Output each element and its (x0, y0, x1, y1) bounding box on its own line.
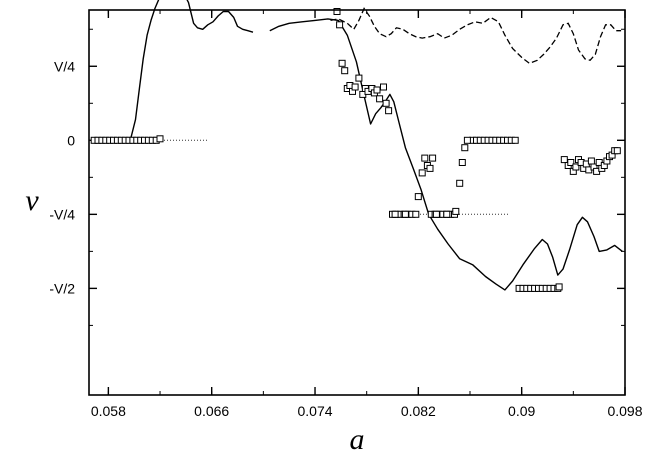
marker-point (351, 83, 359, 91)
marker-point (336, 21, 344, 29)
marker-point (587, 157, 595, 165)
marker-point (432, 210, 440, 218)
x-axis-title: a (350, 423, 365, 456)
x-tick-label: 0.074 (298, 403, 333, 419)
marker-point (385, 107, 393, 115)
marker-point (391, 210, 399, 218)
marker-point (341, 67, 349, 75)
marker-point (560, 156, 568, 164)
marker-point (443, 210, 451, 218)
marker-point (338, 59, 346, 67)
series-dashed-segment-0 (330, 7, 622, 65)
marker-point (380, 83, 387, 91)
labels-layer: 0.0580.0660.0740.0820.090.098V/2V/40-V/4… (49, 0, 642, 419)
marker-point (355, 74, 363, 82)
marker-point (418, 169, 426, 177)
marker-run-2 (412, 210, 420, 218)
ticks-layer (89, 10, 626, 395)
y-tick-label: V/4 (54, 58, 75, 74)
series-solid-segment-0 (129, 0, 254, 141)
marker-point (461, 144, 469, 152)
marker-point (429, 154, 437, 162)
y-tick-label: -V/2 (49, 280, 75, 296)
marker-point (373, 86, 381, 94)
marker-point (452, 207, 460, 215)
marker-point (421, 154, 429, 162)
x-tick-label: 0.09 (508, 403, 535, 419)
x-tick-label: 0.058 (91, 403, 126, 419)
marker-point (156, 135, 164, 143)
marker-point (414, 193, 422, 201)
marker-point (567, 159, 575, 166)
y-tick-label: 0 (67, 132, 75, 148)
marker-point (401, 210, 409, 218)
marker-point (333, 8, 341, 15)
marker-run-4 (511, 136, 519, 144)
marker-point (463, 136, 471, 144)
series-layer (89, 0, 623, 292)
marker-point (613, 147, 621, 155)
marker-point (555, 283, 563, 291)
x-tick-label: 0.082 (401, 403, 436, 419)
marker-point (376, 95, 384, 103)
series-solid-segment-1 (269, 18, 623, 291)
x-tick-label: 0.098 (607, 403, 642, 419)
x-tick-label: 0.066 (194, 403, 229, 419)
y-axis-title: v (25, 184, 39, 217)
marker-point (456, 179, 464, 187)
y-tick-label: -V/4 (49, 206, 75, 222)
plot-frame (88, 9, 626, 396)
marker-point (382, 99, 390, 107)
marker-point (426, 164, 434, 172)
marker-point (572, 163, 580, 171)
marker-point (458, 159, 466, 166)
